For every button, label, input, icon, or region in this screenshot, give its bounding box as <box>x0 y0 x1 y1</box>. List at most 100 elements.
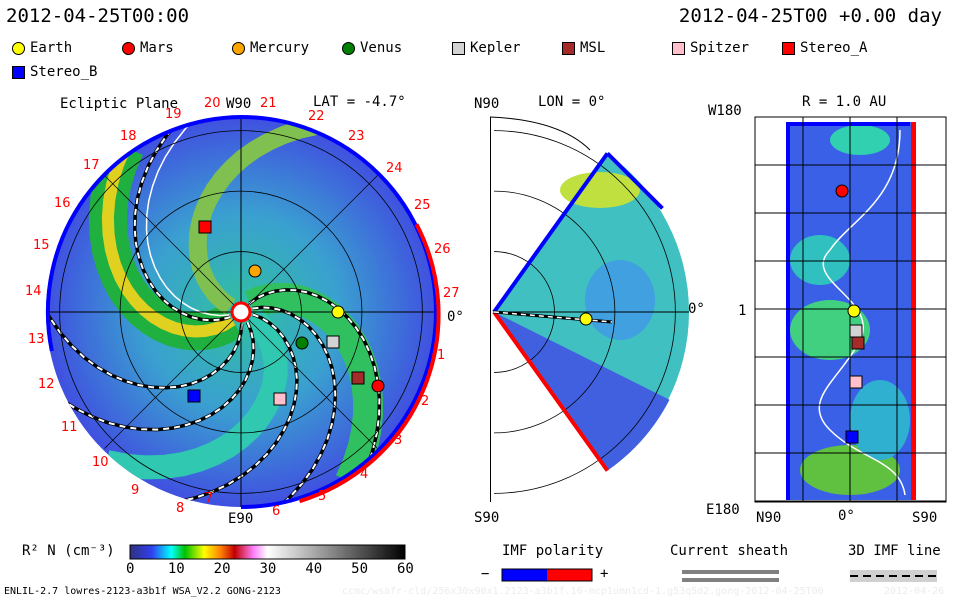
hour-label: 7 <box>205 491 214 506</box>
hour-label: 8 <box>176 501 185 516</box>
venus-marker <box>295 336 309 350</box>
hour-label: 26 <box>434 242 451 257</box>
imf-line-dash <box>252 306 337 507</box>
radial-title: R = 1.0 AU <box>802 94 887 110</box>
hour-label: 11 <box>61 420 78 435</box>
stereo_a-marker-icon <box>782 41 795 55</box>
hour-label: 5 <box>318 489 327 504</box>
meridional-n90: N90 <box>474 96 500 112</box>
legend-label: Venus <box>360 40 403 56</box>
hour-label: 12 <box>38 377 55 392</box>
legend-item-kepler: Kepler <box>452 40 521 56</box>
legend-label: Mercury <box>250 40 310 56</box>
hour-label: 25 <box>414 198 431 213</box>
earth-marker <box>847 304 861 318</box>
hour-label: 10 <box>92 455 109 470</box>
legend-item-earth: Earth <box>12 40 72 56</box>
right-timestamp: 2012-04-25T00 +0.00 day <box>678 5 942 27</box>
hour-label: 14 <box>25 284 42 299</box>
hour-label: 21 <box>260 96 277 111</box>
model-info: ENLIL-2.7 lowres-2123-a3b1f WSA_V2.2 GON… <box>4 586 281 597</box>
stereo_b-marker <box>845 430 859 444</box>
hour-label: 15 <box>33 238 50 253</box>
colorbar-tick: 0 <box>126 561 135 577</box>
msl-marker-icon <box>562 41 575 55</box>
ecliptic-0deg: 0° <box>447 309 464 325</box>
imf-polarity-label: IMF polarity <box>502 543 604 559</box>
mercury-marker <box>248 264 262 278</box>
imf-line-dash <box>493 311 613 323</box>
hour-label: 4 <box>360 467 369 482</box>
low-density-region <box>494 312 670 471</box>
hour-label: 16 <box>54 196 71 211</box>
ecliptic-w90: W90 <box>226 96 252 112</box>
hour-label: 23 <box>348 129 365 144</box>
dense-band <box>104 308 288 480</box>
current-sheath-line-2 <box>682 578 779 582</box>
colorbar-tick: 20 <box>213 561 231 577</box>
spitzer-marker-icon <box>672 41 685 55</box>
density-blob <box>790 235 850 285</box>
imf-line-dash <box>133 119 231 322</box>
imf-negative-edge <box>786 122 910 126</box>
colorbar-tick: 50 <box>351 561 369 577</box>
frame-arc <box>489 116 591 151</box>
legend-item-venus: Venus <box>342 40 402 56</box>
dense-band <box>244 282 383 488</box>
legend-label: MSL <box>580 40 606 56</box>
venus-marker-icon <box>342 41 355 55</box>
colorbar-tick: 40 <box>305 561 323 577</box>
spitzer-marker <box>273 392 287 406</box>
radial-1: 1 <box>738 303 747 319</box>
legend-item-mars: Mars <box>122 40 174 56</box>
hour-label: 1 <box>437 348 446 363</box>
earth-marker <box>331 305 345 319</box>
mars-marker <box>371 379 385 393</box>
legend-label: Stereo_A <box>800 40 868 56</box>
hour-label: 17 <box>83 158 100 173</box>
msl-marker <box>351 371 365 385</box>
stereo_a-marker <box>198 220 212 234</box>
stereo_b-marker-icon <box>12 65 25 79</box>
imf-polarity-positive-rim <box>298 223 441 504</box>
imf-plus: + <box>600 566 609 582</box>
ecliptic-title: Ecliptic Plane <box>60 96 179 112</box>
imf-line-dash <box>248 288 381 470</box>
legend-item-msl: MSL <box>562 40 605 56</box>
hour-label: 22 <box>308 109 325 124</box>
hour-label: 13 <box>28 332 45 347</box>
legend-label: Spitzer <box>690 40 750 56</box>
imf-negative-swatch <box>502 569 547 581</box>
radial-w180: W180 <box>708 103 742 119</box>
imf-minus: − <box>481 566 490 582</box>
imf-polarity-negative-rim <box>240 115 438 509</box>
hour-label: 19 <box>165 107 182 122</box>
meridional-panel <box>489 116 690 502</box>
density-blob <box>830 125 890 155</box>
colorbar-tick: 10 <box>167 561 185 577</box>
run-id: ccmc/wsafr-cld/256x30x90x1.2123-a3b1f.16… <box>342 586 824 597</box>
earth-marker <box>579 312 593 326</box>
kepler-marker-icon <box>452 41 465 55</box>
ecliptic-lat: LAT = -4.7° <box>313 94 406 110</box>
radial-panel <box>754 116 947 503</box>
current-sheath-line-1 <box>682 570 779 574</box>
meridional-s90: S90 <box>474 510 500 526</box>
imf-polarity-bar <box>501 568 593 582</box>
radial-x-s90: S90 <box>912 510 938 526</box>
legend-item-mercury: Mercury <box>232 40 309 56</box>
colorbar-label: R² N (cm⁻³) <box>22 543 115 559</box>
earth-marker-icon <box>12 41 25 55</box>
hour-label: 9 <box>131 483 140 498</box>
hour-label: 20 <box>204 96 221 111</box>
ecliptic-panel <box>45 115 441 509</box>
colorbar-tick: 30 <box>259 561 277 577</box>
legend-label: Mars <box>140 40 174 56</box>
sun-icon <box>230 301 252 323</box>
dense-band <box>188 117 319 314</box>
colorbar <box>129 544 406 560</box>
mars-marker-icon <box>122 41 135 55</box>
imf-polarity-negative-edge <box>492 152 610 314</box>
imf-negative-edge <box>786 122 790 500</box>
